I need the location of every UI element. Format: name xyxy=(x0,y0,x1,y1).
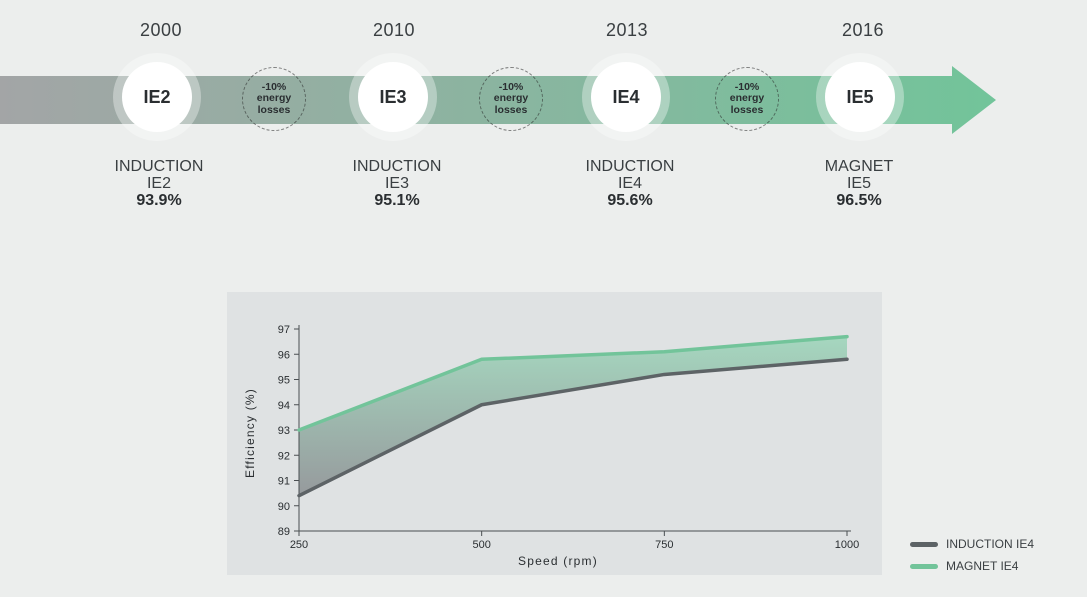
stage-tech: INDUCTION xyxy=(114,158,204,175)
efficiency-timeline: 2000 2010 2013 2016 IE2 IE3 IE4 IE5 -10%… xyxy=(0,0,1087,230)
legend-label: INDUCTION IE4 xyxy=(946,537,1035,551)
y-tick-label: 89 xyxy=(278,526,290,538)
x-tick-label: 250 xyxy=(290,539,308,551)
loss-percent: -10% xyxy=(498,80,524,93)
efficiency-chart: 89 90 91 92 93 94 95 96 97 250 500 750 1000 Speed (rp… xyxy=(243,324,859,568)
stage-badge: IE3 xyxy=(358,62,428,132)
y-axis-label: Efficiency (%) xyxy=(243,388,257,478)
stage-class: IE3 xyxy=(384,175,409,192)
stage-caption: INDUCTION IE2 93.9% xyxy=(94,158,224,209)
series-line xyxy=(297,334,849,432)
y-tick-label: 95 xyxy=(278,375,290,387)
loss-percent: -10% xyxy=(734,80,760,93)
x-tick-label: 500 xyxy=(472,539,490,551)
y-tick-label: 92 xyxy=(278,450,290,462)
stage-year: 2010 xyxy=(372,20,416,40)
stage-badge: IE4 xyxy=(591,62,661,132)
x-axis-label: Speed (rpm) xyxy=(518,554,598,568)
chart-legend: INDUCTION IE4 MAGNET IE4 xyxy=(910,533,1034,577)
loss-text: energy xyxy=(256,92,292,105)
stage-efficiency: 93.9% xyxy=(136,192,182,209)
legend-item: MAGNET IE4 xyxy=(910,555,1034,577)
y-tick-label: 91 xyxy=(278,476,290,488)
stage-badge: IE5 xyxy=(825,62,895,132)
x-tick-label: 750 xyxy=(655,539,673,551)
stage-caption: INDUCTION IE3 95.1% xyxy=(332,158,462,209)
efficiency-gap-area xyxy=(299,336,847,496)
stage-efficiency: 95.6% xyxy=(607,192,653,209)
loss-text: energy xyxy=(493,92,529,105)
chart-panel: 89 90 91 92 93 94 95 96 97 250 500 750 1000 Speed (rp… xyxy=(227,292,882,575)
loss-text: losses xyxy=(730,103,764,116)
legend-swatch xyxy=(910,541,938,547)
energy-loss-marker: -10% energy losses xyxy=(715,67,779,131)
energy-loss-marker: -10% energy losses xyxy=(479,67,543,131)
loss-text: losses xyxy=(494,103,528,116)
loss-text: energy xyxy=(729,92,765,105)
stage-efficiency: 95.1% xyxy=(374,192,420,209)
series-line xyxy=(297,357,849,498)
stage-caption: MAGNET IE5 96.5% xyxy=(794,158,924,209)
y-tick-label: 96 xyxy=(278,349,290,361)
legend-swatch xyxy=(910,563,938,569)
stage-year: 2016 xyxy=(841,20,885,40)
stage-tech: INDUCTION xyxy=(352,158,442,175)
stage-class: IE4 xyxy=(617,175,642,192)
stage-class: IE5 xyxy=(846,175,871,192)
stage-year: 2013 xyxy=(605,20,649,40)
y-tick-label: 97 xyxy=(278,324,290,336)
x-tick-label: 1000 xyxy=(835,539,859,551)
legend-label: MAGNET IE4 xyxy=(946,559,1019,573)
stage-year: 2000 xyxy=(139,20,183,40)
loss-percent: -10% xyxy=(261,80,287,93)
stage-badge: IE2 xyxy=(122,62,192,132)
y-tick-label: 93 xyxy=(278,425,290,437)
y-tick-label: 90 xyxy=(278,501,290,513)
stage-efficiency: 96.5% xyxy=(836,192,882,209)
stage-class: IE2 xyxy=(146,175,171,192)
y-tick-label: 94 xyxy=(278,400,290,412)
stage-tech: INDUCTION xyxy=(585,158,675,175)
loss-text: losses xyxy=(257,103,291,116)
energy-loss-marker: -10% energy losses xyxy=(242,67,306,131)
legend-item: INDUCTION IE4 xyxy=(910,533,1034,555)
stage-tech: MAGNET xyxy=(824,158,894,175)
stage-caption: INDUCTION IE4 95.6% xyxy=(565,158,695,209)
